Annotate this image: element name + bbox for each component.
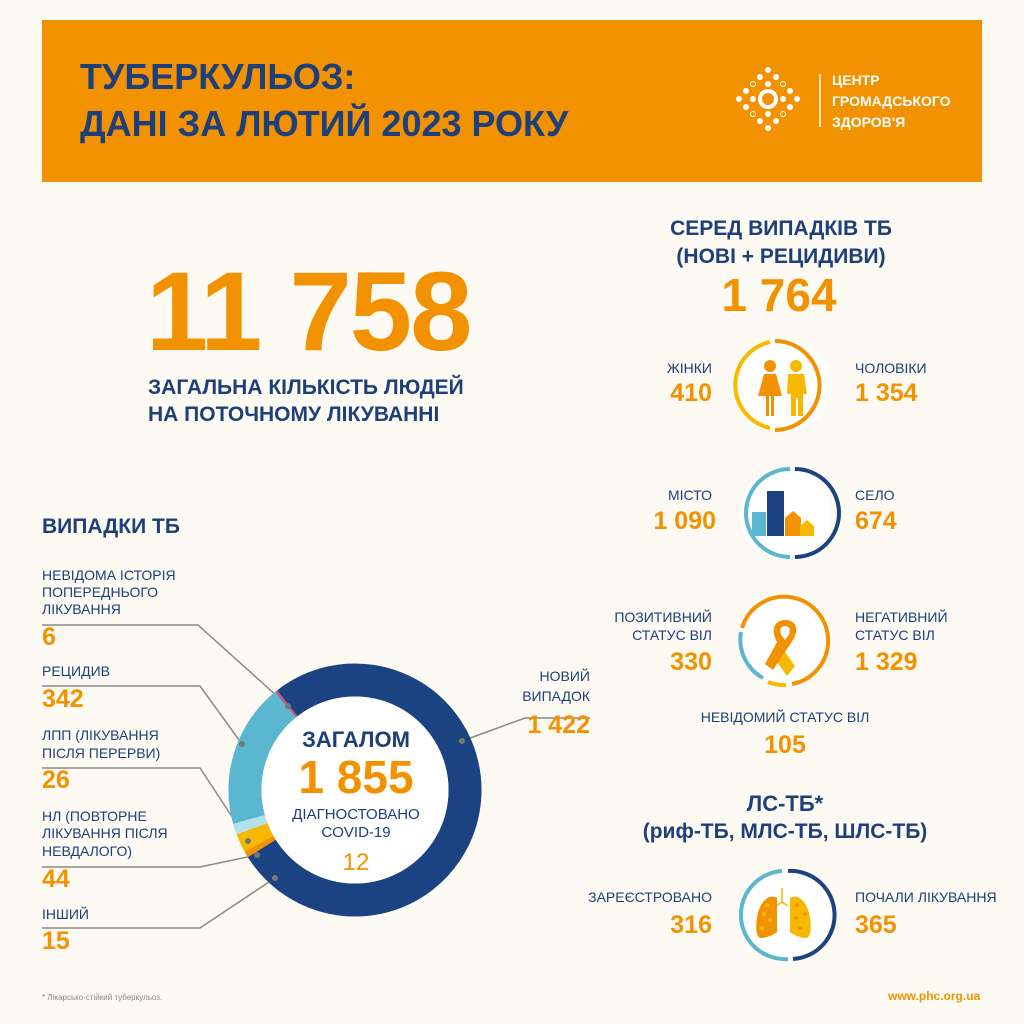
donut-center — [261, 696, 449, 884]
legend-ltfu-label-line2: ПІСЛЯ ПЕРЕРВИ) — [42, 745, 161, 761]
legend-new-value: 1 422 — [527, 711, 590, 739]
logo-text-line3: ЗДОРОВ'Я — [832, 114, 906, 130]
footnote: * Лікарсько-стійкий туберкульоз. — [42, 993, 163, 1002]
legend-other-value: 15 — [42, 927, 70, 955]
hiv-unknown-value: 105 — [764, 731, 806, 759]
legend-failure-label-line3: НЕВДАЛОГО) — [42, 843, 133, 859]
leader-line-new — [461, 717, 590, 742]
covid-label-line1: ДІАГНОСТОВАНО — [292, 806, 420, 823]
donut-segment-ltfu — [233, 814, 268, 835]
legend-ltfu-label-line1: ЛПП (ЛІКУВАННЯ — [42, 727, 159, 743]
total-label-line2: НА ПОТОЧНОМУ ЛІКУВАННІ — [148, 403, 440, 426]
hiv-ribbon-icon — [738, 594, 831, 688]
leader-dot-failure — [254, 852, 260, 858]
registered-value: 316 — [670, 911, 712, 939]
page-title-line2: ДАНІ ЗА ЛЮТИЙ 2023 РОКУ — [80, 103, 569, 144]
total-on-treatment-value: 11 758 — [146, 249, 472, 374]
leader-line-other — [42, 877, 276, 929]
legend-failure-value: 44 — [42, 865, 70, 893]
legend-relapse-label: РЕЦИДИВ — [42, 663, 110, 679]
women-label: ЖІНКИ — [666, 360, 712, 376]
drtb-title-line1: ЛС-ТБ* — [746, 791, 824, 816]
started-treatment-label: ПОЧАЛИ ЛІКУВАННЯ — [855, 889, 997, 905]
women-value: 410 — [670, 379, 712, 407]
drtb-title-line2: (риф-ТБ, МЛС-ТБ, ШЛС-ТБ) — [642, 820, 928, 843]
leader-dot-unknown — [285, 703, 291, 709]
leader-dot-new — [459, 738, 465, 744]
hiv-positive-label-line2: СТАТУС ВІЛ — [632, 627, 712, 643]
donut-center-total: 1 855 — [298, 751, 414, 803]
header-banner — [42, 20, 982, 182]
legend-unknown-label-line1: НЕВІДОМА ІСТОРІЯ — [42, 567, 176, 583]
gender-icon — [733, 339, 831, 432]
village-value: 674 — [855, 507, 897, 535]
hiv-negative-value: 1 329 — [855, 648, 918, 676]
logo-dots-icon — [736, 67, 800, 131]
leader-dot-relapse — [239, 741, 245, 747]
legend-failure-label-line2: ЛІКУВАННЯ ПІСЛЯ — [42, 825, 168, 841]
hiv-positive-label-line1: ПОЗИТИВНИЙ — [614, 609, 712, 625]
city-village-icon — [739, 467, 841, 559]
leader-line-relapse — [42, 685, 243, 745]
donut-segment-relapse — [228, 691, 297, 824]
hiv-positive-value: 330 — [670, 648, 712, 676]
legend-failure-label-line1: НЛ (ПОВТОРНЕ — [42, 808, 147, 824]
among-value: 1 764 — [721, 269, 837, 321]
leader-dot-other — [272, 875, 278, 881]
men-value: 1 354 — [855, 379, 918, 407]
website-link[interactable]: www.phc.org.ua — [888, 989, 981, 1003]
covid-value: 12 — [342, 849, 370, 876]
page-title-line1: ТУБЕРКУЛЬОЗ: — [80, 56, 356, 97]
total-label-line1: ЗАГАЛЬНА КІЛЬКІСТЬ ЛЮДЕЙ — [148, 376, 464, 399]
legend-ltfu-value: 26 — [42, 766, 70, 794]
donut-segment-failure — [236, 822, 274, 852]
legend-relapse-value: 342 — [42, 685, 84, 713]
legend-unknown-label-line3: ЛІКУВАННЯ — [42, 601, 121, 617]
donut-segment-new — [247, 663, 482, 917]
registered-label: ЗАРЕЄСТРОВАНО — [588, 889, 712, 905]
village-label: СЕЛО — [855, 487, 895, 503]
legend-new-label-line1: НОВИЙ — [539, 668, 590, 684]
covid-label-line2: COVID-19 — [321, 824, 391, 841]
legend-new-label-line2: ВИПАДОК — [522, 688, 590, 704]
city-value: 1 090 — [653, 507, 716, 535]
logo-text-line2: ГРОМАДСЬКОГО — [832, 93, 951, 109]
leader-dot-ltfu — [245, 838, 251, 844]
started-treatment-value: 365 — [855, 911, 897, 939]
logo-text-line1: ЦЕНТР — [832, 72, 880, 88]
legend-unknown-label-line2: ПОПЕРЕДНЬОГО — [42, 584, 159, 600]
leader-line-failure — [42, 854, 258, 868]
legend-other-label: ІНШИЙ — [42, 906, 89, 922]
men-label: ЧОЛОВІКИ — [855, 360, 927, 376]
hiv-unknown-label: НЕВІДОМИЙ СТАТУС ВІЛ — [700, 709, 870, 725]
leader-line-unknown — [42, 624, 289, 707]
donut-segment-other — [244, 835, 276, 858]
donut-center-label: ЗАГАЛОМ — [302, 727, 410, 752]
city-label: МІСТО — [667, 487, 712, 503]
hiv-negative-label-line1: НЕГАТИВНИЙ — [855, 609, 948, 625]
lungs-icon — [738, 868, 837, 962]
legend-unknown-value: 6 — [42, 623, 56, 651]
among-title-line2: (НОВІ + РЕЦИДИВИ) — [676, 245, 886, 268]
cases-title: ВИПАДКИ ТБ — [42, 515, 180, 538]
hiv-negative-label-line2: СТАТУС ВІЛ — [855, 627, 935, 643]
among-title-line1: СЕРЕД ВИПАДКІВ ТБ — [670, 217, 892, 240]
